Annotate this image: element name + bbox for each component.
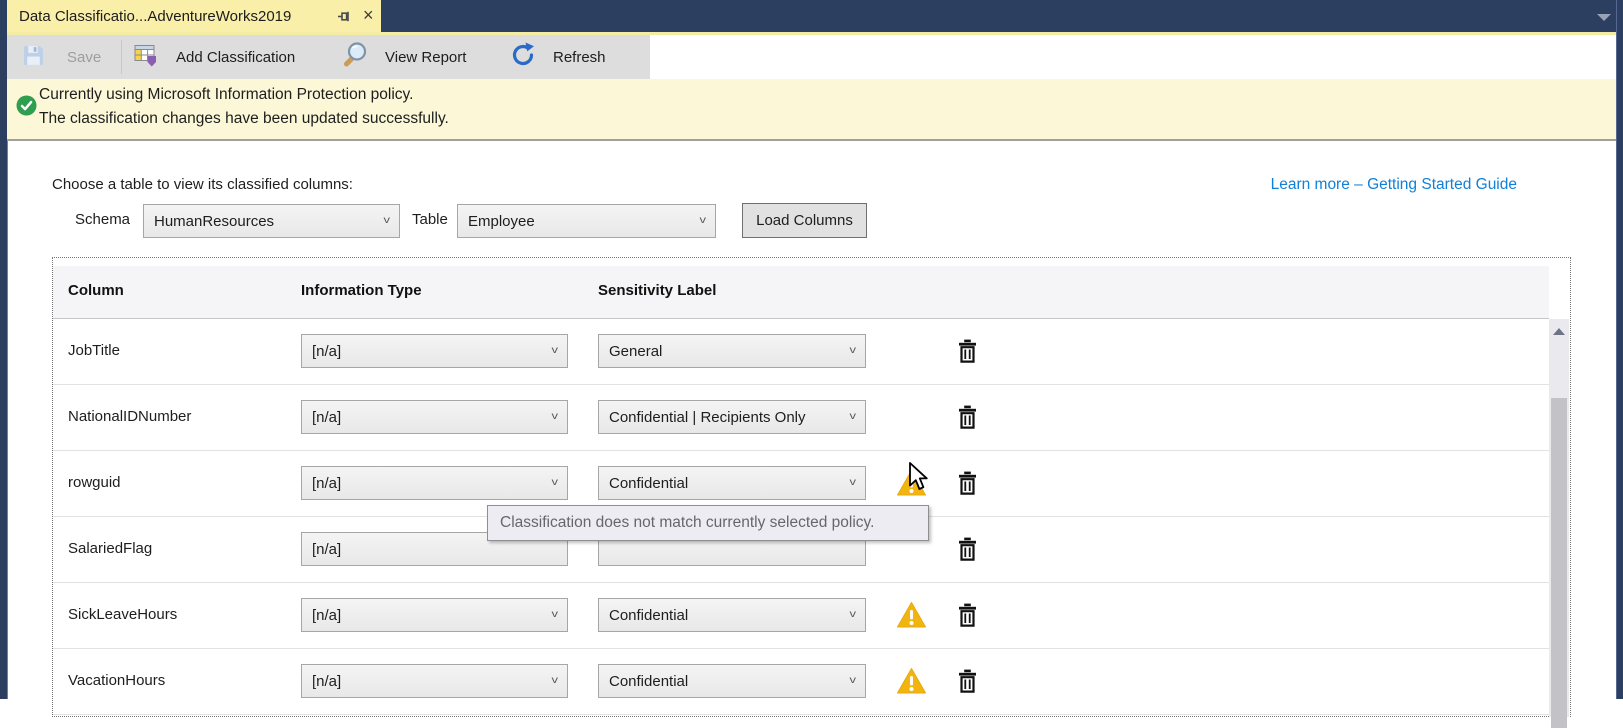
information-type-value: [n/a]	[312, 408, 342, 426]
grid-header-row: Column Information Type Sensitivity Labe…	[53, 266, 1549, 319]
information-type-value: [n/a]	[312, 342, 342, 360]
sensitivity-label-dropdown[interactable]: General v	[598, 334, 866, 368]
view-report-label: View Report	[385, 48, 467, 66]
chevron-down-icon: v	[551, 476, 559, 488]
sensitivity-label-value: Confidential	[609, 606, 689, 624]
view-report-button[interactable]: View Report	[341, 35, 466, 79]
window-left-border	[0, 0, 8, 699]
add-classification-icon	[134, 43, 159, 72]
header-column: Column	[68, 282, 124, 299]
toolbar: Save Add Classification View Report	[7, 35, 650, 79]
information-type-value: [n/a]	[312, 606, 342, 624]
table-row-nationalidnumber: NationalIDNumber [n/a] v Confidential | …	[53, 385, 1549, 451]
refresh-button[interactable]: Refresh	[510, 35, 606, 79]
sensitivity-label-value: Confidential	[609, 474, 689, 492]
tab-title: Data Classificatio...AdventureWorks2019	[19, 7, 292, 25]
delete-classification-icon[interactable]	[958, 537, 977, 566]
grid-rows: JobTitle [n/a] v General v NationalIDNum…	[53, 319, 1549, 715]
information-type-dropdown[interactable]: [n/a] v	[301, 466, 568, 500]
chevron-down-icon: v	[551, 608, 559, 620]
delete-classification-icon[interactable]	[958, 339, 977, 368]
add-classification-label: Add Classification	[176, 48, 296, 66]
learn-more-link[interactable]: Learn more – Getting Started Guide	[1270, 176, 1517, 193]
save-icon	[22, 44, 45, 71]
information-type-dropdown[interactable]: [n/a] v	[301, 598, 568, 632]
table-row-sickleavehours: SickLeaveHours [n/a] v Confidential v	[53, 583, 1549, 649]
scroll-up-icon[interactable]	[1553, 328, 1565, 335]
pin-icon[interactable]	[337, 9, 352, 29]
policy-warning-icon[interactable]	[896, 667, 927, 700]
information-type-dropdown[interactable]: [n/a] v	[301, 664, 568, 698]
table-row-jobtitle: JobTitle [n/a] v General v	[53, 319, 1549, 385]
sensitivity-label-dropdown[interactable]: Confidential v	[598, 664, 866, 698]
grid-vertical-scrollbar[interactable]	[1549, 319, 1569, 728]
information-type-value: [n/a]	[312, 540, 342, 558]
refresh-icon	[510, 42, 536, 72]
close-icon[interactable]: ×	[363, 5, 374, 25]
table-row-vacationhours: VacationHours [n/a] v Confidential v	[53, 649, 1549, 715]
load-columns-button[interactable]: Load Columns	[742, 203, 867, 238]
save-button[interactable]: Save	[22, 35, 101, 79]
header-sensitivity-label: Sensitivity Label	[598, 282, 717, 299]
information-type-value: [n/a]	[312, 474, 342, 492]
sensitivity-label-dropdown[interactable]: Confidential v	[598, 598, 866, 632]
table-label: Table	[412, 211, 448, 228]
choose-table-prompt: Choose a table to view its classified co…	[52, 176, 353, 193]
chevron-down-icon: v	[551, 674, 559, 686]
active-tab-underline	[7, 32, 1616, 35]
policy-mismatch-tooltip: Classification does not match currently …	[487, 505, 929, 541]
table-dropdown[interactable]: Employee v	[457, 204, 716, 238]
column-name: NationalIDNumber	[68, 408, 192, 425]
column-name: JobTitle	[68, 342, 120, 359]
toolbar-separator	[121, 40, 122, 74]
delete-classification-icon[interactable]	[958, 603, 977, 632]
delete-classification-icon[interactable]	[958, 405, 977, 434]
save-label: Save	[67, 48, 102, 66]
banner-line2: The classification changes have been upd…	[39, 110, 449, 127]
column-name: rowguid	[68, 474, 121, 491]
chevron-down-icon: v	[849, 674, 857, 686]
schema-label: Schema	[75, 211, 131, 228]
information-type-dropdown[interactable]: [n/a] v	[301, 400, 568, 434]
table-value: Employee	[468, 212, 535, 230]
sensitivity-label-value: Confidential | Recipients Only	[609, 408, 806, 426]
mouse-cursor-icon	[908, 462, 930, 497]
refresh-label: Refresh	[553, 48, 606, 66]
document-list-dropdown-icon[interactable]	[1597, 14, 1611, 21]
banner-line1: Currently using Microsoft Information Pr…	[39, 86, 414, 103]
sensitivity-label-dropdown[interactable]: Confidential v	[598, 466, 866, 500]
sensitivity-label-dropdown[interactable]: Confidential | Recipients Only v	[598, 400, 866, 434]
chevron-down-icon: v	[849, 476, 857, 488]
chevron-down-icon: v	[551, 410, 559, 422]
chevron-down-icon: v	[383, 214, 391, 226]
tab-data-classification[interactable]: Data Classificatio...AdventureWorks2019 …	[7, 0, 381, 32]
schema-value: HumanResources	[154, 212, 275, 230]
column-name: SickLeaveHours	[68, 606, 178, 623]
sensitivity-label-value: Confidential	[609, 672, 689, 690]
column-name: SalariedFlag	[68, 540, 153, 557]
delete-classification-icon[interactable]	[958, 471, 977, 500]
chevron-down-icon: v	[849, 608, 857, 620]
success-check-icon	[16, 95, 37, 121]
delete-classification-icon[interactable]	[958, 669, 977, 698]
magnifier-icon	[341, 41, 369, 73]
schema-dropdown[interactable]: HumanResources v	[143, 204, 400, 238]
policy-warning-icon[interactable]	[896, 601, 927, 634]
information-type-dropdown[interactable]: [n/a] v	[301, 334, 568, 368]
classification-grid: Column Information Type Sensitivity Labe…	[52, 257, 1571, 728]
chevron-down-icon: v	[551, 344, 559, 356]
column-name: VacationHours	[68, 672, 166, 689]
information-type-value: [n/a]	[312, 672, 342, 690]
sensitivity-label-value: General	[609, 342, 663, 360]
window-right-border	[1616, 0, 1623, 699]
scrollbar-thumb[interactable]	[1551, 398, 1567, 728]
chevron-down-icon: v	[849, 344, 857, 356]
chevron-down-icon: v	[849, 410, 857, 422]
add-classification-button[interactable]: Add Classification	[134, 35, 295, 79]
status-banner: Currently using Microsoft Information Pr…	[7, 79, 1616, 141]
chevron-down-icon: v	[699, 214, 707, 226]
header-information-type: Information Type	[301, 282, 422, 299]
